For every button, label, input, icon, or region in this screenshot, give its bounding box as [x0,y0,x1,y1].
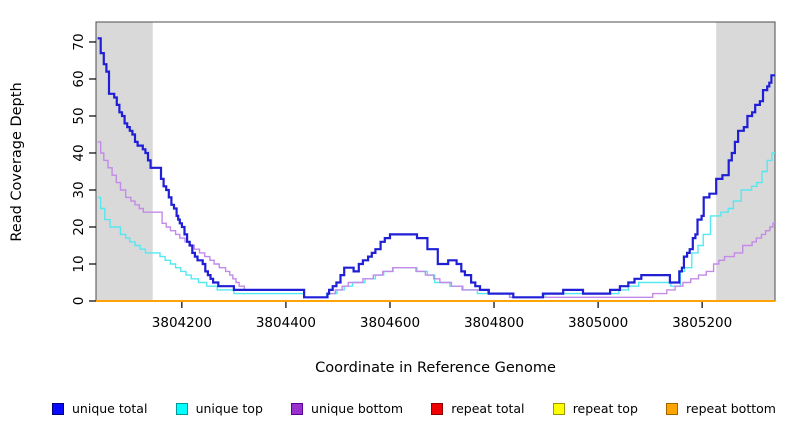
legend-label: repeat total [451,401,525,416]
legend-item-unique-top: unique top [175,401,263,416]
x-axis-title: Coordinate in Reference Genome [315,360,556,376]
x-tick-label: 3804400 [256,315,316,331]
series-unique-bottom [97,141,775,298]
legend-swatch [552,402,565,415]
legend-swatch [666,402,679,415]
y-tick-label: 40 [71,144,87,161]
x-tick-label: 3805200 [672,315,732,331]
y-tick-label: 50 [71,107,87,124]
legend-label: unique bottom [311,401,404,416]
right-masked-region [716,22,775,301]
x-tick-label: 3804600 [360,315,420,331]
legend-item-repeat-top: repeat top [552,401,638,416]
series-unique-top [97,152,775,298]
x-tick-label: 3804200 [152,315,212,331]
legend-swatch [291,402,304,415]
legend-item-repeat-total: repeat total [431,401,525,416]
series-unique-total [97,37,775,299]
legend-item-unique-total: unique total [52,401,147,416]
y-tick-label: 60 [71,70,87,87]
x-tick-label: 3804800 [464,315,524,331]
legend-label: unique total [72,401,148,416]
y-tick-label: 30 [71,181,87,198]
y-tick-label: 20 [71,218,87,235]
y-tick-label: 10 [71,255,87,272]
y-tick-label: 0 [71,297,87,306]
y-axis-title: Read Coverage Depth [9,82,25,242]
legend-swatch [175,402,188,415]
legend-label: repeat top [572,401,638,416]
legend-item-unique-bottom: unique bottom [291,401,403,416]
plot-canvas: 0 10 20 30 40 50 60 70 3804200 3804400 3804600 3804… [71,21,776,331]
legend: unique total unique top unique bottom repea… [0,401,792,416]
legend-label: unique top [195,401,263,416]
legend-swatch [431,402,444,415]
legend-swatch [52,402,64,415]
legend-label: repeat bottom [686,401,776,416]
x-tick-label: 3805000 [568,315,628,331]
legend-item-repeat-bottom: repeat bottom [666,401,776,416]
y-tick-label: 70 [71,33,87,50]
